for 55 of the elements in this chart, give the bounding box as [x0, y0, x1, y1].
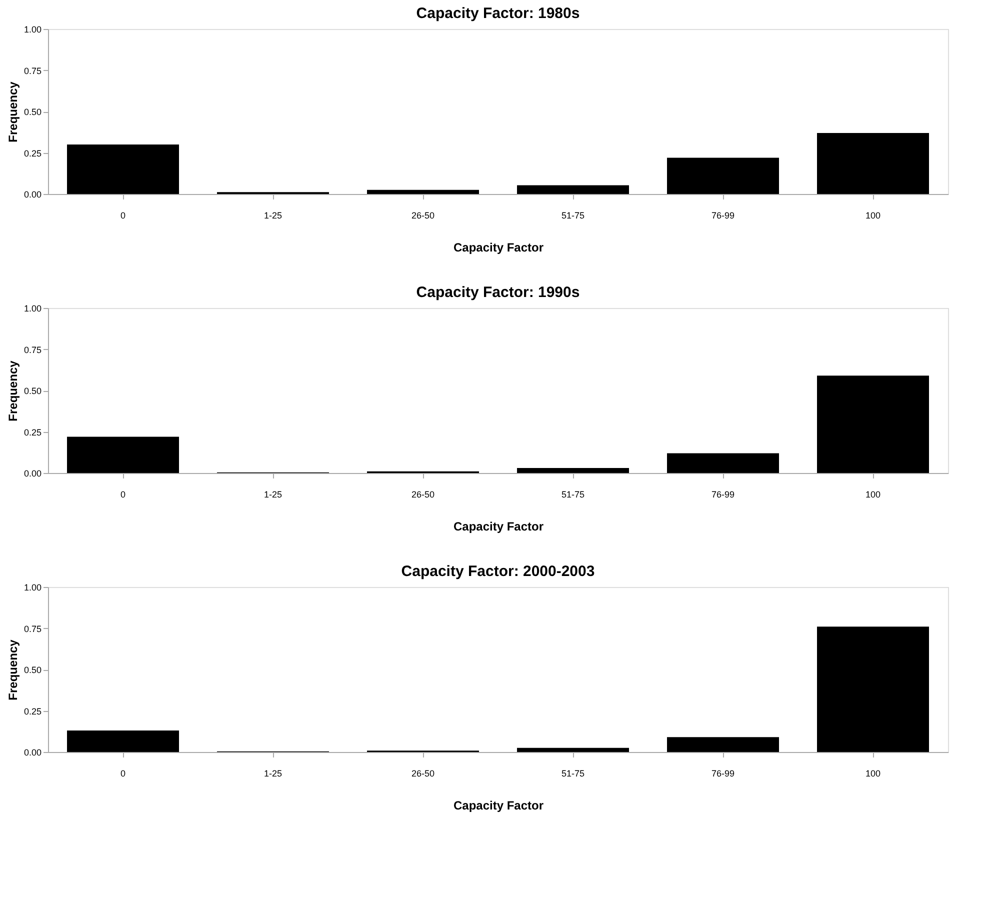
x-tick-label: 26-50: [411, 210, 435, 220]
y-tick-label: 0.00: [24, 190, 42, 200]
x-axis-title: Capacity Factor: [453, 520, 544, 534]
x-tick-label: 76-99: [711, 768, 735, 778]
y-tick-label: 0.75: [24, 66, 42, 76]
x-tick-label: 100: [865, 490, 881, 500]
x-tick-label: 76-99: [711, 210, 735, 220]
x-tick-label: 0: [120, 768, 126, 778]
y-tick-label: 0.25: [24, 427, 42, 438]
y-tick-label: 0.75: [24, 344, 42, 355]
y-axis-title: Frequency: [6, 360, 20, 422]
bar: [67, 730, 179, 752]
chart-title: Capacity Factor: 1990s: [416, 284, 580, 301]
bar: [667, 453, 779, 473]
x-tick-label: 51-75: [561, 490, 585, 500]
chart-title: Capacity Factor: 2000-2003: [401, 563, 595, 580]
x-tick-label: 1-25: [264, 490, 282, 500]
y-tick-label: 0.25: [24, 706, 42, 716]
y-tick-label: 1.00: [24, 24, 42, 34]
x-tick-label: 1-25: [264, 210, 282, 220]
y-axis-title: Frequency: [6, 81, 20, 142]
y-tick-label: 0.75: [24, 624, 42, 634]
bar: [367, 190, 479, 194]
bar: [817, 132, 929, 194]
x-tick-label: 0: [120, 490, 126, 500]
chart-title: Capacity Factor: 1980s: [416, 5, 580, 22]
y-axis-title: Frequency: [6, 639, 20, 700]
x-tick-label: 100: [865, 210, 881, 220]
bar: [667, 158, 779, 194]
y-tick-label: 0.00: [24, 468, 42, 478]
x-tick-label: 1-25: [264, 768, 282, 778]
bar: [817, 626, 929, 752]
bar: [67, 144, 179, 194]
y-tick-label: 0.50: [24, 665, 42, 675]
bar: [67, 436, 179, 473]
x-axis-title: Capacity Factor: [453, 240, 544, 254]
x-tick-label: 100: [865, 768, 881, 778]
y-tick-label: 1.00: [24, 582, 42, 592]
y-tick-label: 0.00: [24, 748, 42, 758]
bar: [517, 468, 629, 473]
x-tick-label: 26-50: [411, 490, 435, 500]
bar: [817, 376, 929, 473]
x-tick-label: 0: [120, 210, 126, 220]
x-tick-label: 26-50: [411, 768, 435, 778]
x-tick-label: 76-99: [711, 490, 735, 500]
y-tick-label: 0.25: [24, 148, 42, 158]
bar: [667, 737, 779, 752]
bar: [517, 748, 629, 752]
x-axis-title: Capacity Factor: [453, 798, 544, 812]
y-tick-label: 0.50: [24, 107, 42, 117]
x-tick-label: 51-75: [561, 768, 585, 778]
bar: [517, 185, 629, 194]
y-tick-label: 1.00: [24, 304, 42, 314]
x-tick-label: 51-75: [561, 210, 585, 220]
y-tick-label: 0.50: [24, 386, 42, 396]
